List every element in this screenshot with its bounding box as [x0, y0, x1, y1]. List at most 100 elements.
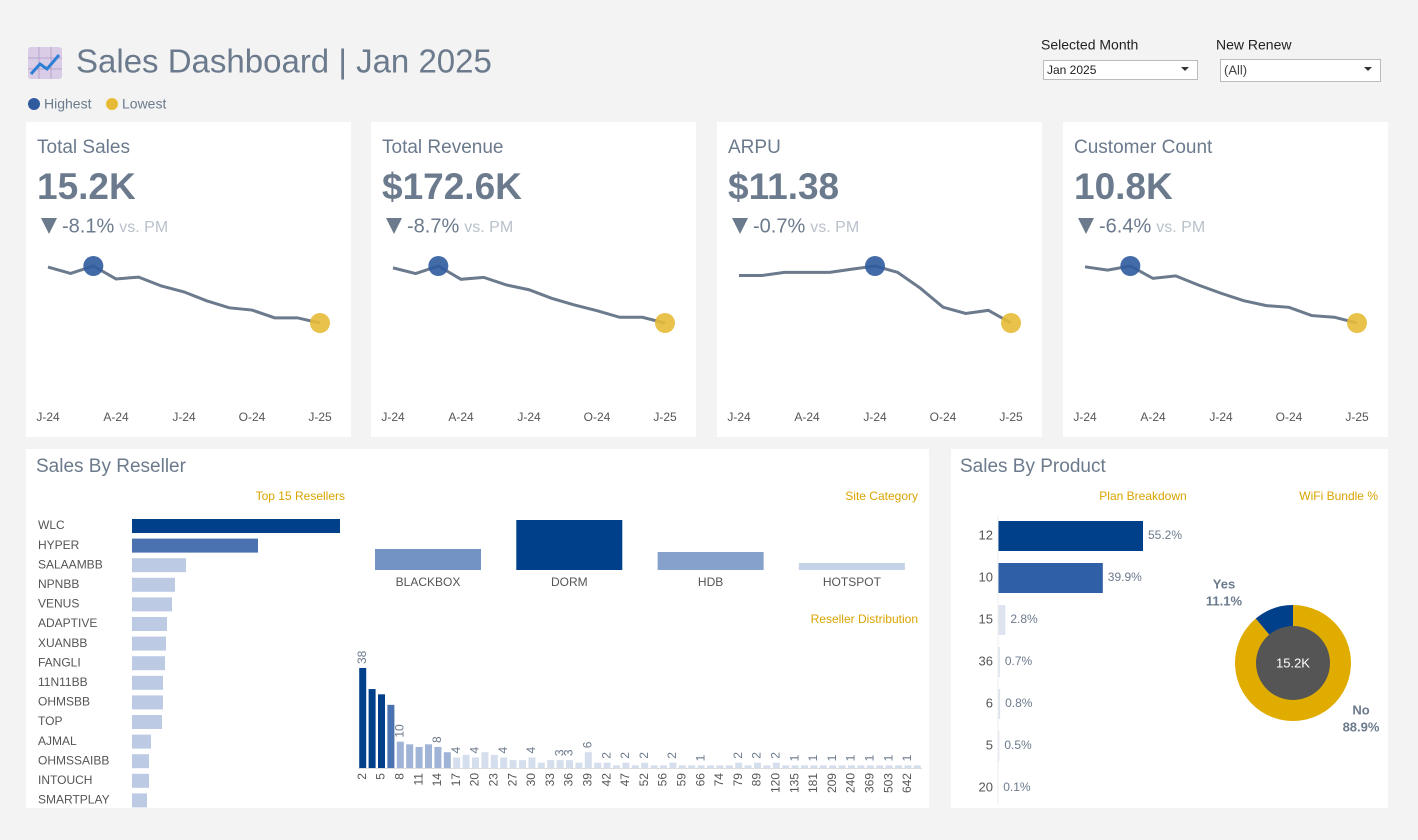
bar — [132, 793, 147, 808]
lowest-marker — [655, 313, 675, 333]
x-tick-label: 209 — [825, 773, 839, 793]
x-tick-label: 30 — [524, 773, 538, 787]
slice-label: Yes — [1213, 576, 1235, 591]
bar — [396, 741, 404, 768]
bar — [387, 704, 395, 768]
bar — [132, 577, 175, 592]
x-tick-label: 23 — [486, 773, 500, 787]
x-tick-label: J-24 — [727, 410, 751, 424]
dropdown-value: Jan 2025 — [1047, 63, 1097, 77]
x-tick-label: 89 — [750, 773, 764, 787]
bar — [472, 757, 479, 768]
bar — [132, 656, 165, 671]
plan-label: 6 — [986, 695, 993, 710]
lowest-marker — [1347, 313, 1367, 333]
bar — [725, 765, 733, 768]
kpi-change: -8.1% — [62, 215, 114, 237]
value-label: 2 — [599, 752, 613, 759]
legend-dot-lowest — [106, 98, 118, 110]
x-tick-label: 642 — [900, 773, 914, 793]
kpi-card — [717, 122, 1042, 437]
bar — [801, 765, 808, 768]
bar — [754, 762, 761, 768]
x-tick-label: 74 — [712, 773, 726, 787]
kpi-title: Total Revenue — [382, 137, 503, 158]
chart-subtitle: Plan Breakdown — [1099, 489, 1186, 503]
x-tick-label: 39 — [580, 773, 594, 787]
bar — [744, 765, 752, 768]
bar — [415, 746, 423, 768]
renew-dropdown[interactable]: (All) — [1220, 59, 1381, 82]
bar — [885, 765, 893, 768]
value-label: 10 — [392, 724, 406, 738]
x-tick-label: J-24 — [1209, 410, 1233, 424]
bar — [132, 617, 167, 631]
lowest-marker — [1001, 313, 1021, 333]
x-tick-label: 17 — [449, 773, 463, 787]
plan-label: 36 — [979, 653, 993, 668]
kpi-change: -0.7% — [753, 215, 805, 237]
value-label: 1 — [900, 754, 914, 761]
bar — [528, 757, 536, 768]
bar — [791, 765, 799, 768]
panel-title: Sales By Product — [960, 456, 1106, 477]
bar — [657, 552, 764, 570]
legend-label: Highest — [44, 96, 92, 112]
bar — [678, 765, 686, 768]
dropdown-value: (All) — [1224, 62, 1247, 77]
value-label: 0.5% — [1004, 738, 1032, 752]
value-label: 39.9% — [1108, 570, 1142, 584]
x-tick-label: J-25 — [999, 410, 1023, 424]
value-label: 2.8% — [1010, 612, 1038, 626]
value-label: 0.8% — [1005, 696, 1033, 710]
x-tick-label: O-24 — [1276, 410, 1303, 424]
value-label: 6 — [580, 741, 594, 748]
value-label: 1 — [806, 754, 820, 761]
bar — [848, 765, 855, 768]
reseller-label: HYPER — [38, 538, 80, 552]
bar — [716, 765, 724, 768]
chart-subtitle: Top 15 Resellers — [256, 489, 345, 503]
bar — [650, 765, 658, 768]
x-tick-label: J-24 — [381, 410, 405, 424]
reseller-label: OHMSSAIBB — [38, 753, 109, 767]
bar — [547, 760, 555, 768]
x-tick-label: A-24 — [103, 410, 129, 424]
filter-label: Selected Month — [1041, 37, 1138, 53]
down-arrow — [732, 218, 748, 234]
x-tick-label: 5 — [374, 773, 388, 780]
category-label: DORM — [551, 575, 588, 589]
bar — [866, 765, 874, 768]
kpi-title: Total Sales — [37, 137, 130, 158]
value-label: 0.1% — [1003, 780, 1031, 794]
kpi-value: 15.2K — [37, 166, 136, 207]
bar — [132, 538, 258, 553]
kpi-value: $11.38 — [728, 166, 839, 207]
highest-marker — [1120, 256, 1141, 276]
reseller-panel — [26, 449, 929, 808]
chart-subtitle: WiFi Bundle % — [1299, 489, 1378, 503]
legend-dot-highest — [28, 98, 40, 110]
value-label: 2 — [618, 752, 632, 759]
bar — [443, 752, 451, 768]
x-tick-label: 369 — [862, 773, 876, 793]
filter-label: New Renew — [1216, 37, 1292, 53]
value-label: 3 — [562, 749, 576, 756]
bar — [132, 597, 172, 612]
bar — [516, 520, 623, 570]
bar — [132, 558, 186, 573]
bar — [132, 675, 163, 690]
x-tick-label: J-25 — [308, 410, 332, 424]
bar — [575, 762, 583, 768]
month-dropdown[interactable]: Jan 2025 — [1043, 60, 1198, 80]
x-tick-label: 66 — [693, 773, 707, 787]
value-label: 2 — [731, 752, 745, 759]
bar — [819, 765, 827, 768]
kpi-compare: vs. PM — [1156, 219, 1205, 236]
plan-label: 15 — [979, 611, 993, 626]
down-arrow — [1078, 218, 1094, 234]
bar — [641, 762, 649, 768]
reseller-label: VENUS — [38, 597, 79, 611]
bar — [669, 762, 677, 768]
